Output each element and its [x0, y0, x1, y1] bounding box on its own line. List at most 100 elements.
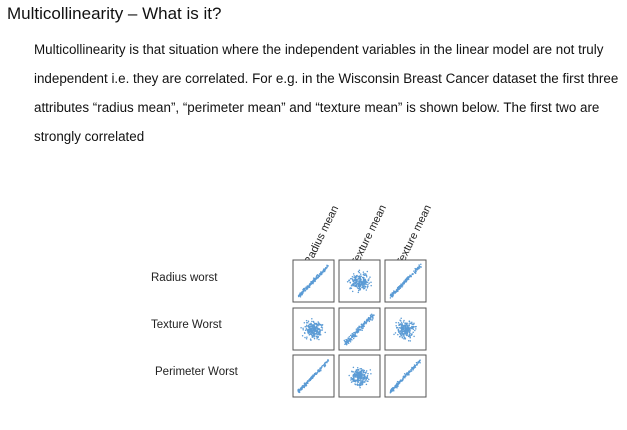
scatter-point: [399, 287, 402, 290]
scatter-point: [365, 275, 368, 278]
scatter-point: [313, 328, 316, 330]
scatter-point: [364, 286, 366, 288]
scatter-point: [364, 279, 367, 282]
scatter-point: [399, 333, 402, 336]
scatter-point: [363, 373, 366, 376]
scatter-point: [316, 372, 318, 375]
scatter-point: [361, 276, 364, 279]
scatter-point: [299, 295, 302, 298]
scatter-point: [343, 339, 346, 342]
scatter-point: [405, 332, 407, 334]
scatter-point: [392, 292, 395, 295]
scatter-point: [348, 374, 350, 377]
scatter-point: [396, 380, 399, 383]
scatter-point: [361, 329, 363, 332]
scatter-point: [308, 286, 311, 288]
scatter-point: [317, 328, 320, 330]
scatter-point: [407, 374, 409, 376]
scatter-point: [313, 324, 315, 326]
scatter-point: [359, 386, 361, 389]
scatter-point: [348, 338, 351, 340]
scatter-point: [355, 328, 358, 330]
scatter-point: [365, 377, 367, 380]
scatter-point: [362, 327, 364, 329]
scatter-point: [315, 333, 318, 335]
scatter-point: [302, 328, 304, 331]
scatter-point: [370, 284, 372, 287]
scatter-point: [363, 276, 365, 279]
scatter-point: [349, 287, 351, 290]
scatter-point: [407, 340, 410, 342]
scatter-point: [318, 369, 321, 371]
scatter-point: [353, 279, 355, 281]
scatter-point: [318, 333, 320, 336]
scatter-panel: [384, 307, 427, 351]
scatter-point: [354, 284, 356, 286]
scatter-point: [302, 386, 304, 389]
scatter-point: [409, 336, 411, 339]
scatter-point: [399, 330, 402, 333]
scatter-point: [298, 390, 301, 392]
scatter-point: [353, 275, 355, 277]
scatter-point: [309, 329, 312, 331]
scatter-point: [358, 379, 361, 382]
scatter-point: [305, 286, 307, 288]
scatter-point: [371, 319, 373, 321]
scatter-point: [316, 337, 318, 340]
scatter-panel: [384, 259, 427, 303]
scatter-point: [301, 384, 304, 387]
scatter-point: [395, 321, 397, 324]
scatter-point: [398, 286, 400, 288]
scatter-point: [399, 335, 401, 338]
scatter-point: [358, 271, 361, 274]
scatter-point: [355, 285, 358, 287]
scatter-point: [364, 372, 367, 374]
scatter-point: [359, 279, 361, 281]
scatter-point: [355, 330, 358, 333]
scatter-point: [358, 325, 360, 328]
scatter-point: [368, 282, 370, 284]
scatter-point: [311, 282, 314, 284]
scatter-point: [324, 361, 327, 364]
scatter-point: [415, 328, 417, 330]
scatter-point: [370, 281, 372, 284]
scatter-point: [366, 377, 368, 379]
scatter-point: [399, 284, 402, 287]
scatter-point: [302, 290, 305, 293]
scatter-point: [315, 330, 317, 333]
scatter-point: [310, 327, 312, 329]
scatter-point: [365, 383, 368, 386]
scatter-point: [306, 381, 308, 383]
scatter-point: [363, 280, 365, 282]
scatter-point: [311, 318, 313, 320]
scatter-point: [414, 267, 416, 270]
scatter-point: [319, 324, 321, 326]
scatter-point: [412, 328, 415, 331]
scatter-point: [316, 331, 319, 333]
scatter-point: [410, 322, 412, 325]
scatter-point: [407, 372, 410, 375]
scatter-point: [393, 291, 396, 293]
scatter-point: [356, 367, 359, 369]
scatter-point: [364, 375, 366, 377]
scatter-point: [403, 337, 405, 340]
scatter-point: [408, 276, 410, 279]
scatter-point: [309, 379, 312, 382]
scatter-point: [359, 289, 361, 291]
scatter-point: [317, 324, 319, 327]
scatter-point: [352, 380, 354, 383]
scatter-point: [306, 288, 308, 290]
scatter-point: [322, 270, 325, 272]
scatter-point: [419, 362, 421, 364]
scatter-point: [400, 328, 403, 331]
scatter-point: [305, 321, 308, 324]
scatter-point: [395, 325, 397, 327]
scatter-point: [389, 391, 392, 394]
scatter-point: [306, 380, 309, 382]
scatter-point: [416, 269, 419, 271]
scatter-point: [401, 334, 403, 337]
scatter-point: [402, 321, 405, 323]
scatter-point: [409, 330, 411, 333]
scatter-point: [355, 280, 357, 283]
scatter-point: [367, 380, 369, 382]
